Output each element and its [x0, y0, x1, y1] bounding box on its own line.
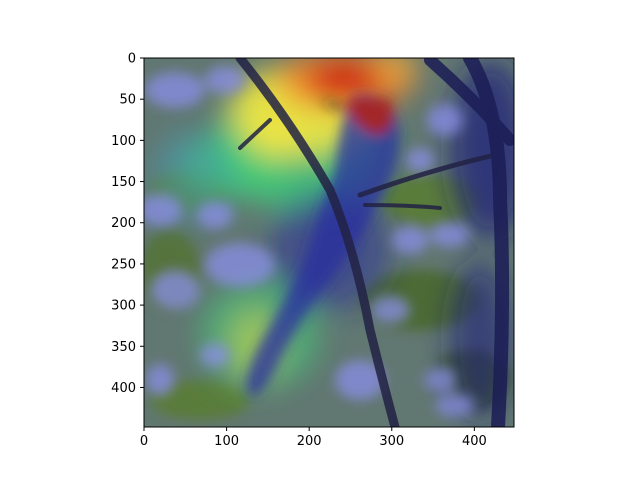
x-tick-label: 0: [140, 434, 148, 449]
x-axis: 0 100 200 300 400: [140, 427, 487, 449]
x-tick-label: 100: [214, 434, 239, 449]
branches: [235, 58, 514, 427]
y-tick-label: 100: [111, 134, 136, 149]
x-tick-label: 300: [379, 434, 404, 449]
plot-frame: [143, 57, 515, 428]
y-tick-label: 300: [111, 299, 136, 314]
y-tick-label: 0: [128, 52, 136, 67]
y-tick-label: 200: [111, 216, 136, 231]
y-axis: 0 50 100 150 200 250 300 350 400: [111, 52, 144, 396]
heatmap-image: [144, 58, 514, 427]
cold-patches: [144, 66, 475, 417]
y-tick-label: 350: [111, 340, 136, 355]
y-tick-label: 250: [111, 257, 136, 272]
x-tick-label: 200: [297, 434, 322, 449]
x-tick-label: 400: [462, 434, 487, 449]
bird-subject: [246, 93, 400, 397]
y-tick-label: 400: [111, 381, 136, 396]
y-tick-label: 50: [119, 93, 136, 108]
y-tick-label: 150: [111, 175, 136, 190]
